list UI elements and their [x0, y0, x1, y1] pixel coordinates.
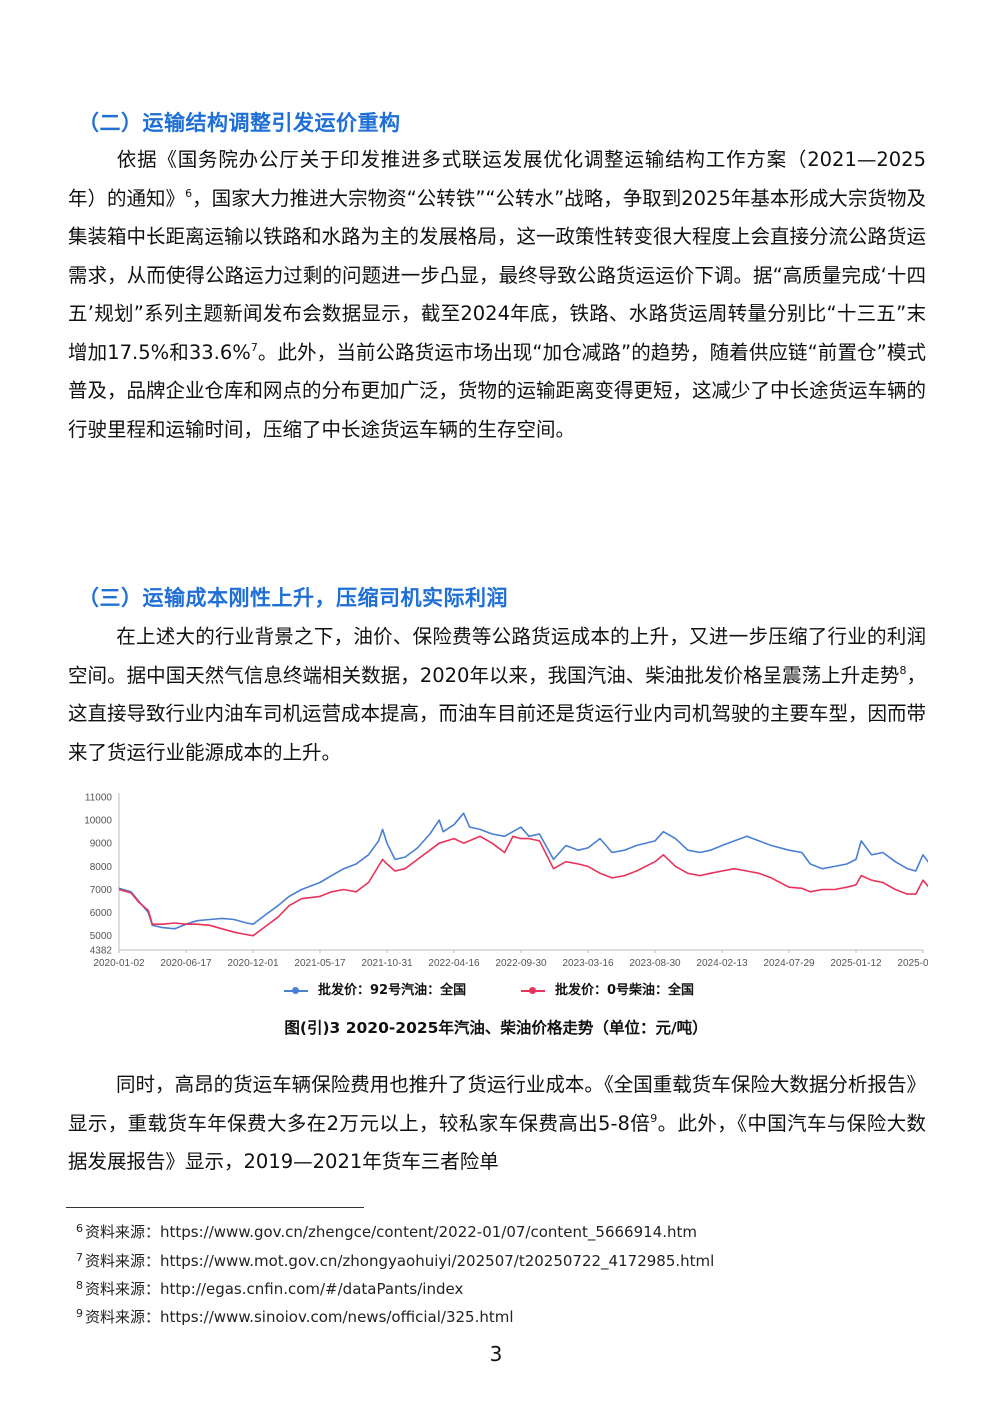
x-tick-label: 2020-12-01 [227, 958, 279, 969]
footnote-7: 7 资料来源：https://www.mot.gov.cn/zhongyaohui… [76, 1250, 714, 1271]
x-tick-label: 2024-02-13 [696, 958, 748, 969]
x-tick-label: 2022-09-30 [495, 958, 547, 969]
footnote-link[interactable]: http://egas.cnfin.com/#/dataPants/index [160, 1280, 464, 1298]
x-tick-label: 2023-03-16 [562, 958, 614, 969]
legend-label: 批发价：92号汽油：全国 [318, 983, 467, 998]
y-tick-label: 9000 [90, 839, 113, 850]
footnote-8: 8 资料来源：http://egas.cnfin.com/#/dataPants/… [76, 1278, 463, 1299]
y-tick-label: 4382 [90, 946, 113, 957]
x-tick-label: 2020-01-02 [93, 958, 145, 969]
footnote-ref[interactable]: 7 [250, 340, 258, 354]
legend-label: 批发价：0号柴油：全国 [555, 983, 695, 998]
footnote-9: 9 资料来源：https://www.sinoiov.com/news/offic… [76, 1306, 514, 1327]
footnote-number: 6 [76, 1222, 83, 1235]
legend-diesel: 批发价：0号柴油：全国 [521, 979, 694, 998]
footnote-link[interactable]: https://www.sinoiov.com/news/official/32… [160, 1308, 514, 1326]
series-line-diesel [118, 835, 928, 937]
paragraph-text: 。此外，《中国汽车与保险大数据发展报告》显示，2019—2021年货车三者险单 [68, 1111, 926, 1174]
x-tick-label: 2022-04-16 [428, 958, 480, 969]
paragraph-insurance: 同时，高昂的货运车辆保险费用也推升了货运行业成本。《全国重载货车保险大数据分析报… [68, 1066, 926, 1182]
x-tick-label: 2023-08-30 [629, 958, 681, 969]
fuel-price-chart: 4382 5000 6000 7000 8000 9000 10000 11000 2020-0… [84, 793, 928, 969]
paragraph-text: ，国家大力推进大宗物资“公转铁”“公转水”战略，争取到2025年基本形成大宗货物… [68, 186, 927, 364]
y-tick-label: 11000 [85, 793, 113, 804]
figure-caption: 图(引)3 2020-2025年汽油、柴油价格走势（单位：元/吨） [284, 1019, 708, 1037]
footnote-label: 资料来源： [85, 1223, 161, 1241]
footnote-link[interactable]: https://www.gov.cn/zhengce/content/2022-… [160, 1223, 697, 1241]
section-heading-transport-structure: （二）运输结构调整引发运价重构 [78, 111, 401, 135]
y-tick-label: 8000 [90, 862, 113, 873]
paragraph-text: ，这直接导致行业内油车司机运营成本提高，而油车目前还是货运行业内司机驾驶的主要车… [68, 663, 927, 764]
paragraph-text: 在上述大的行业背景之下，油价、保险费等公路货运成本的上升，又进一步压缩了行业的利… [68, 625, 926, 687]
footnote-6: 6 资料来源：https://www.gov.cn/zhengce/content… [76, 1221, 697, 1242]
footnote-link[interactable]: https://www.mot.gov.cn/zhongyaohuiyi/202… [160, 1252, 715, 1270]
series-line-gasoline [118, 812, 928, 930]
section-heading-transport-cost: （三）运输成本刚性上升，压缩司机实际利润 [78, 586, 508, 610]
x-tick-label: 2024-07-29 [763, 958, 815, 969]
footnote-number: 9 [76, 1307, 83, 1320]
x-tick-label: 2025-01-12 [830, 958, 882, 969]
legend-gasoline: 批发价：92号汽油：全国 [284, 979, 466, 998]
footnote-number: 7 [76, 1251, 83, 1264]
paragraph-transport-structure: 依据《国务院办公厅关于印发推进多式联运发展优化调整运输结构工作方案（2021—2… [68, 141, 926, 449]
footnote-number: 8 [76, 1279, 83, 1292]
footnote-divider [66, 1207, 364, 1208]
footnote-label: 资料来源： [85, 1308, 161, 1326]
footnote-ref[interactable]: 8 [899, 663, 907, 677]
footnote-label: 资料来源： [85, 1252, 161, 1270]
y-tick-label: 5000 [90, 931, 113, 942]
legend-line-icon [284, 986, 308, 994]
x-tick-label: 2025-06-28 [897, 958, 928, 969]
footnote-ref[interactable]: 9 [650, 1111, 658, 1125]
paragraph-text: 。此外，当前公路货运市场出现“加仓减路”的趋势，随着供应链“前置仓”模式普及，品… [68, 340, 927, 441]
x-tick-label: 2020-06-17 [160, 958, 212, 969]
paragraph-transport-cost: 在上述大的行业背景之下，油价、保险费等公路货运成本的上升，又进一步压缩了行业的利… [68, 618, 926, 772]
y-tick-label: 7000 [90, 885, 113, 896]
footnote-label: 资料来源： [85, 1280, 161, 1298]
y-tick-label: 10000 [84, 816, 112, 827]
x-tick-label: 2021-05-17 [294, 958, 346, 969]
legend-line-icon [521, 986, 545, 994]
footnote-ref[interactable]: 6 [185, 186, 193, 200]
paragraph-text: 同时，高昂的货运车辆保险费用也推升了货运行业成本。《全国重载货车保险大数据分析报… [68, 1073, 926, 1135]
x-tick-label: 2021-10-31 [361, 958, 413, 969]
y-tick-label: 6000 [90, 908, 113, 919]
paragraph-text: 依据《国务院办公厅关于印发推进多式联运发展优化调整运输结构工作方案（2021—2… [68, 148, 926, 210]
page-number: 3 [489, 1342, 503, 1366]
